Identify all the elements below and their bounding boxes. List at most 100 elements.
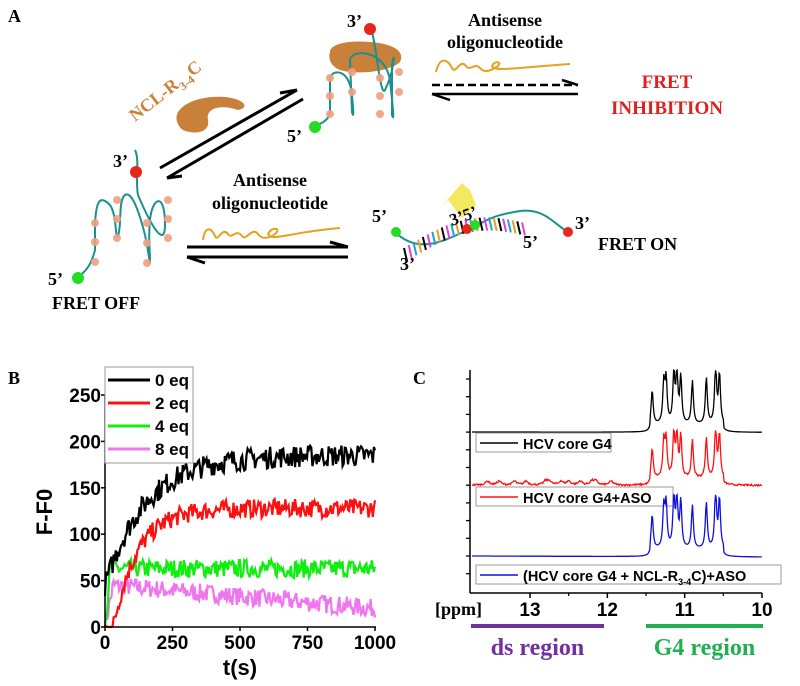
legend-label: 4 eq: [155, 417, 189, 436]
inhibited-equilibrium-arrow[interactable]: [431, 78, 579, 102]
quartet-dots: [91, 196, 172, 267]
panel-b-x-label: t(s): [223, 655, 257, 680]
panel-b-legend: 0 eq 2 eq 4 eq 8 eq: [104, 366, 194, 464]
x-tick-label: 13: [519, 600, 540, 621]
basepair: [492, 217, 498, 231]
acceptor-bound-icon: [364, 23, 376, 35]
donor-fluorophore-icon: [72, 272, 84, 284]
nmr-spectrum-2: [471, 427, 763, 488]
panel-c-y-ticks: [466, 378, 470, 575]
basepair: [450, 223, 456, 237]
x-tick-label: 11: [675, 600, 696, 621]
panel-b-label: B: [8, 368, 20, 388]
basepair: [431, 231, 437, 246]
fret-flash-icon: [440, 183, 476, 218]
region-label: ds region: [491, 635, 585, 661]
aso-label-line2: oligonucleotide: [212, 193, 328, 213]
x-tick-label: 10: [751, 600, 772, 621]
protein-icon: [176, 96, 245, 133]
x-tick-label: 12: [597, 600, 618, 621]
acceptor-aso-icon: [563, 227, 573, 237]
fret-inhibition-line1: FRET: [642, 72, 693, 93]
panel-c: C HCV core G4 HCV core G4+ASO (HCV core G4…: [413, 368, 782, 661]
equilibrium-arrow-horizontal[interactable]: [186, 240, 349, 265]
aso-end5-label: 5’: [523, 232, 538, 252]
aso-label-line1: Antisense: [233, 170, 307, 190]
fret-off-label: FRET OFF: [52, 293, 140, 313]
panel-a-label: A: [8, 6, 21, 26]
x-tick-label: 1000: [354, 633, 396, 654]
donor-aso-icon: [470, 220, 480, 230]
basepair: [502, 218, 508, 232]
basepair: [454, 221, 460, 236]
panel-b-ticks: 0 250 500 750 1000 0 50 100 150 200 250: [69, 386, 396, 654]
basepair: [426, 234, 432, 248]
legend-label: 8 eq: [155, 440, 189, 459]
panel-c-series: HCV core G4 HCV core G4+ASO (HCV core G4 +…: [471, 368, 782, 587]
nmr-spectrum-1: [472, 368, 762, 433]
nmr-spectrum-3: [472, 493, 762, 558]
y-tick-label: 250: [69, 386, 101, 407]
series-line-4-eq: [103, 555, 377, 628]
acceptor-fluorophore-icon: [130, 166, 142, 178]
panel-c-x-ticks: 13 12 11 10: [519, 593, 773, 621]
basepair: [417, 239, 423, 253]
fret-on-label: FRET ON: [598, 234, 677, 254]
panel-a: A 5’ 3’ FRET OFF NCL-R3-4C: [8, 6, 723, 313]
basepair: [511, 220, 517, 234]
basepair: [497, 217, 503, 232]
basepair: [483, 217, 489, 231]
fret-inhibition-line2: INHIBITION: [611, 98, 723, 119]
protein-bound-icon: [329, 41, 402, 73]
duplex-end5-label: 5’: [372, 206, 387, 226]
y-tick-label: 100: [69, 525, 101, 546]
panel-c-label: C: [413, 368, 426, 388]
y-tick-label: 200: [69, 432, 101, 453]
basepair: [436, 229, 442, 243]
series-line-0-eq: [103, 443, 377, 597]
x-tick-label: 250: [157, 633, 189, 654]
series-line-8-eq: [103, 574, 377, 628]
basepair: [478, 217, 484, 231]
duplex-structure: 5’ 3’ 3’5’ 5’ 3’ FRET ON: [372, 183, 677, 274]
basepair: [440, 227, 446, 241]
y-tick-label: 0: [90, 618, 101, 639]
region-label: G4 region: [654, 635, 756, 661]
basepair: [506, 219, 512, 233]
g4-structure-bound: 5’ 3’: [287, 11, 403, 146]
aso-top-label-line1: Antisense: [468, 10, 542, 30]
y-tick-label: 150: [69, 479, 101, 500]
equilibrium-arrow-diagonal[interactable]: [159, 88, 304, 180]
end-3-label: 3’: [113, 151, 128, 171]
donor-bound-icon: [309, 121, 321, 133]
basepair: [412, 242, 418, 256]
panel-b: B 0 250 500 750 1000 0 50 100 150 200 250 F-F0 t(s…: [8, 366, 396, 680]
panel-c-regions: ds region G4 region: [471, 624, 763, 661]
basepair: [521, 222, 526, 236]
y-tick-label: 50: [80, 572, 101, 593]
basepair: [516, 221, 522, 235]
series-line-2-eq: [104, 496, 377, 629]
aso-top-icon: [435, 59, 571, 73]
end-5-label: 5’: [48, 269, 63, 289]
donor-on-icon: [391, 227, 401, 237]
duplex-basepairs: [403, 217, 526, 262]
legend-box: [104, 366, 194, 464]
ppm-label: [ppm]: [435, 599, 482, 619]
legend-box: [475, 432, 612, 453]
legend-label: HCV core G4+ASO: [523, 491, 652, 507]
legend-label: 2 eq: [155, 394, 189, 413]
strand-on-icon: [395, 209, 569, 246]
legend-label: 0 eq: [155, 371, 189, 390]
duplex-end3-label: 3’: [400, 254, 415, 274]
acceptor-on-icon: [462, 224, 472, 234]
aso-end3-label: 3’: [575, 213, 590, 233]
legend-label: HCV core G4: [523, 437, 612, 453]
end-5-bound-label: 5’: [287, 126, 302, 146]
strand-icon: [77, 149, 167, 278]
quartet-dots-bound: [326, 68, 403, 118]
x-tick-label: 750: [292, 633, 324, 654]
basepair: [403, 247, 408, 262]
legend-box: [475, 564, 782, 585]
